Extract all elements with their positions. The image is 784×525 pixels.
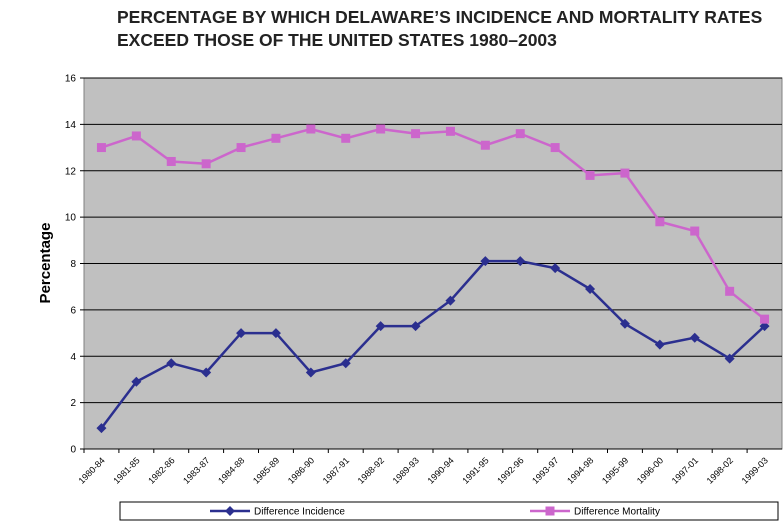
data-point xyxy=(655,217,665,227)
x-tick-label: 1989-93 xyxy=(391,455,421,485)
data-point xyxy=(620,168,630,178)
y-tick-label: 10 xyxy=(65,213,77,224)
x-tick-label: 1986-90 xyxy=(286,455,316,485)
x-tick-label: 1994-98 xyxy=(565,455,595,485)
data-point xyxy=(201,367,212,378)
data-point xyxy=(619,318,630,329)
data-point xyxy=(724,353,735,364)
x-tick-label: 1996-00 xyxy=(635,455,665,485)
x-tick-label: 1981-85 xyxy=(111,455,141,485)
x-tick-label: 1980-84 xyxy=(76,455,106,485)
x-tick-label: 1987-91 xyxy=(321,455,351,485)
data-point xyxy=(410,321,421,332)
data-point xyxy=(550,263,561,274)
x-tick-label: 1997-01 xyxy=(670,455,700,485)
series-line xyxy=(100,259,766,429)
data-point xyxy=(236,143,246,153)
legend-label: Difference Mortality xyxy=(574,507,660,518)
data-point xyxy=(760,314,770,324)
y-tick-label: 2 xyxy=(70,398,76,409)
data-point xyxy=(445,295,456,306)
data-point xyxy=(585,284,596,295)
data-point xyxy=(654,339,665,350)
x-tick-label: 1995-99 xyxy=(600,455,630,485)
data-point xyxy=(411,129,421,139)
x-tick-label: 1982-86 xyxy=(146,455,176,485)
data-point xyxy=(689,332,700,343)
data-point xyxy=(340,358,351,369)
legend-marker xyxy=(225,506,235,516)
data-point xyxy=(376,124,386,134)
data-point xyxy=(236,328,247,339)
legend-marker xyxy=(545,506,555,516)
data-point xyxy=(166,156,176,166)
legend-label: Difference Incidence xyxy=(254,507,345,518)
y-tick-label: 16 xyxy=(65,74,77,85)
data-point xyxy=(131,131,141,141)
data-point xyxy=(480,140,490,150)
x-tick-label: 1993-97 xyxy=(530,455,560,485)
y-tick-label: 0 xyxy=(70,445,76,456)
data-point xyxy=(201,159,211,169)
y-tick-label: 14 xyxy=(65,120,77,131)
data-point xyxy=(445,126,455,136)
data-point xyxy=(375,321,386,332)
y-tick-label: 12 xyxy=(65,166,77,177)
data-point xyxy=(306,124,316,134)
x-tick-label: 1985-89 xyxy=(251,455,281,485)
x-tick-label: 1990-94 xyxy=(425,455,455,485)
data-point xyxy=(305,367,316,378)
x-tick-label: 1991-95 xyxy=(460,455,490,485)
data-point xyxy=(271,133,281,143)
data-point xyxy=(341,133,351,143)
x-tick-label: 1998-02 xyxy=(705,455,735,485)
data-point xyxy=(515,129,525,139)
data-point xyxy=(725,286,735,296)
data-point xyxy=(96,143,106,153)
data-point xyxy=(550,143,560,153)
data-point xyxy=(690,226,700,236)
x-tick-label: 1988-92 xyxy=(356,455,386,485)
y-tick-label: 4 xyxy=(70,352,76,363)
chart-title: PERCENTAGE BY WHICH DELAWARE’S INCIDENCE… xyxy=(117,7,763,50)
data-point xyxy=(515,256,526,267)
x-tick-label: 1992-96 xyxy=(495,455,525,485)
x-tick-label: 1999-03 xyxy=(740,455,770,485)
data-point xyxy=(131,376,142,387)
series-line xyxy=(101,127,766,321)
data-point xyxy=(480,256,491,267)
y-tick-label: 6 xyxy=(70,305,76,316)
x-tick-label: 1984-88 xyxy=(216,455,246,485)
y-tick-label: 8 xyxy=(70,259,76,270)
y-axis-label: Percentage xyxy=(37,223,54,304)
data-point xyxy=(96,423,107,434)
x-tick-label: 1983-87 xyxy=(181,455,211,485)
data-point xyxy=(166,358,177,369)
legend-box xyxy=(119,501,779,521)
data-point xyxy=(585,170,595,180)
data-point xyxy=(270,328,281,339)
